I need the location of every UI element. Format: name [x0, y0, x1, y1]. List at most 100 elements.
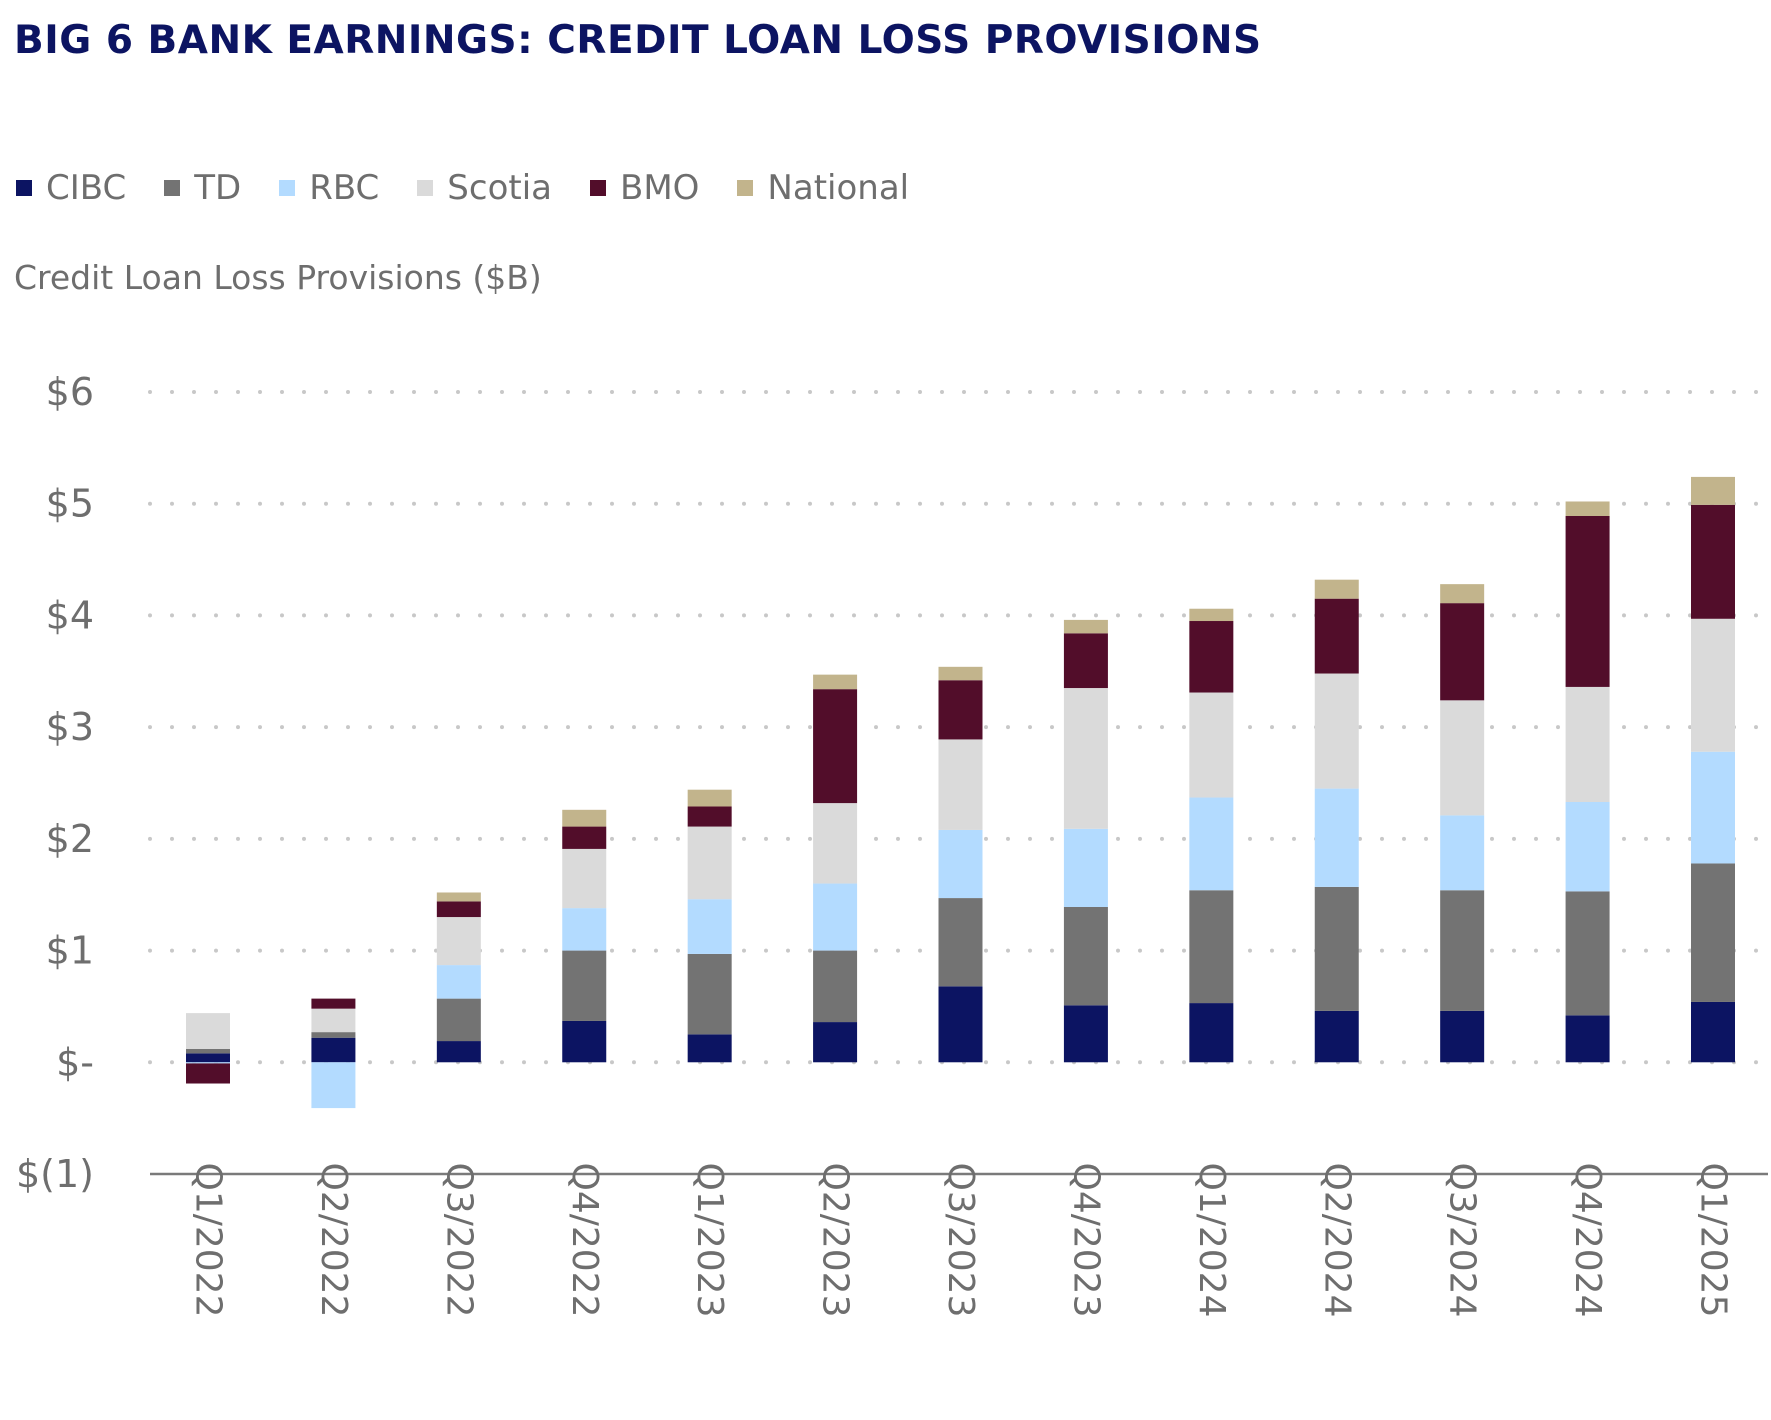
bar-rbc-q2-2023	[813, 883, 858, 951]
legend-swatch-scotia	[417, 180, 434, 196]
legend-item-td: TD	[164, 168, 241, 208]
x-tick-label-q4-2024: Q4/2024	[1567, 1163, 1608, 1318]
bar-td-q1-2025	[1691, 863, 1735, 1002]
x-tick-label-q2-2024: Q2/2024	[1316, 1163, 1357, 1318]
bar-scotia-q1-2022	[186, 1013, 230, 1049]
bar-bmo-q3-2024	[1440, 603, 1485, 701]
legend-label-cibc: CIBC	[46, 168, 127, 208]
bar-td-q4-2023	[1063, 907, 1108, 1006]
x-tick-label-q1-2025: Q1/2025	[1693, 1163, 1734, 1318]
legend-item-cibc: CIBC	[16, 168, 126, 208]
y-tick-label-6: $6	[46, 370, 94, 414]
legend-item-scotia: Scotia	[417, 168, 552, 208]
legend-swatch-national	[737, 180, 754, 196]
legend-swatch-cibc	[16, 180, 32, 196]
bar-national-q2-2024	[1314, 579, 1359, 599]
bar-bmo-q2-2022	[311, 998, 356, 1009]
bar-rbc-q3-2022	[436, 965, 481, 999]
bar-scotia-q3-2022	[436, 917, 481, 966]
bar-rbc-q3-2023	[938, 829, 983, 899]
bar-cibc-q3-2024	[1440, 1010, 1485, 1063]
bar-scotia-q4-2022	[562, 848, 607, 909]
bar-bmo-q1-2025	[1691, 504, 1735, 619]
y-tick-label-1: $(1)	[16, 1152, 94, 1196]
bar-scotia-q2-2024	[1314, 673, 1359, 789]
bar-td-q3-2022	[436, 998, 481, 1042]
legend-item-rbc: RBC	[279, 168, 379, 208]
bar-rbc-q4-2022	[562, 908, 607, 951]
bar-cibc-q4-2022	[562, 1020, 607, 1063]
legend-label-rbc: RBC	[309, 168, 380, 208]
bar-bmo-q2-2023	[813, 689, 858, 804]
chart-title: BIG 6 BANK EARNINGS: CREDIT LOAN LOSS PR…	[14, 18, 1262, 63]
legend-label-national: National	[767, 168, 910, 208]
bar-cibc-q2-2024	[1314, 1010, 1359, 1063]
legend-label-scotia: Scotia	[447, 168, 552, 208]
bar-national-q3-2022	[436, 892, 481, 902]
bar-td-q3-2023	[938, 898, 983, 987]
bar-scotia-q2-2022	[311, 1008, 356, 1033]
bar-td-q4-2024	[1565, 891, 1610, 1016]
bar-rbc-q1-2022	[186, 1062, 230, 1064]
bar-rbc-q1-2024	[1189, 797, 1234, 891]
bar-rbc-q1-2023	[687, 899, 732, 954]
bar-national-q3-2023	[938, 666, 983, 681]
bar-bmo-q4-2023	[1063, 633, 1108, 689]
legend-item-national: National	[737, 168, 909, 208]
bar-national-q1-2024	[1189, 608, 1234, 622]
bar-bmo-q1-2022	[186, 1063, 230, 1084]
legend-label-td: TD	[194, 168, 242, 208]
bar-cibc-q2-2023	[813, 1022, 858, 1063]
bar-national-q3-2024	[1440, 584, 1485, 604]
bar-bmo-q1-2024	[1189, 621, 1234, 693]
bar-scotia-q4-2024	[1565, 686, 1610, 802]
bar-scotia-q1-2023	[687, 826, 732, 900]
bar-national-q4-2022	[562, 809, 607, 827]
bar-national-q1-2025	[1691, 476, 1735, 505]
bar-td-q1-2022	[186, 1048, 230, 1054]
bar-scotia-q1-2024	[1189, 692, 1234, 798]
x-tick-label-q4-2022: Q4/2022	[564, 1163, 605, 1318]
bar-cibc-q2-2022	[311, 1037, 356, 1063]
bar-bmo-q2-2024	[1314, 598, 1359, 674]
legend-swatch-rbc	[279, 180, 296, 196]
x-tick-label-q1-2023: Q1/2023	[689, 1163, 730, 1318]
y-tick-label-: $-	[56, 1040, 94, 1084]
bar-cibc-q1-2024	[1189, 1003, 1234, 1063]
bar-bmo-q4-2024	[1565, 516, 1610, 687]
y-tick-label-2: $2	[46, 817, 94, 861]
bar-national-q4-2024	[1565, 501, 1610, 517]
bar-scotia-q2-2023	[813, 803, 858, 884]
bar-bmo-q4-2022	[562, 826, 607, 849]
bar-bmo-q1-2023	[687, 806, 732, 827]
x-tick-label-q3-2023: Q3/2023	[940, 1163, 981, 1318]
bar-rbc-q4-2024	[1565, 801, 1610, 892]
x-tick-label-q2-2023: Q2/2023	[815, 1163, 856, 1318]
bar-bmo-q3-2022	[436, 901, 481, 918]
bar-td-q4-2022	[562, 950, 607, 1021]
bar-cibc-q3-2022	[436, 1041, 481, 1063]
x-tick-label-q3-2024: Q3/2024	[1442, 1163, 1483, 1318]
bar-scotia-q4-2023	[1063, 688, 1108, 829]
bar-cibc-q3-2023	[938, 986, 983, 1063]
y-axis-title: Credit Loan Loss Provisions ($B)	[14, 258, 542, 297]
bar-rbc-q2-2022	[311, 1062, 356, 1109]
x-tick-label-q1-2024: Q1/2024	[1191, 1163, 1232, 1318]
bar-national-q4-2023	[1063, 619, 1108, 634]
bar-td-q1-2024	[1189, 890, 1234, 1004]
y-tick-label-4: $4	[46, 593, 94, 637]
bar-td-q2-2024	[1314, 886, 1359, 1011]
bar-td-q2-2023	[813, 950, 858, 1023]
bar-rbc-q2-2024	[1314, 788, 1359, 887]
legend: CIBC TD RBC Scotia BMO National	[16, 168, 947, 208]
legend-swatch-bmo	[590, 180, 606, 196]
bar-cibc-q1-2023	[687, 1034, 732, 1063]
bar-rbc-q4-2023	[1063, 828, 1108, 908]
legend-swatch-td	[164, 180, 181, 196]
bar-cibc-q4-2024	[1565, 1015, 1610, 1063]
bar-national-q2-2023	[813, 674, 858, 690]
x-tick-label-q2-2022: Q2/2022	[313, 1163, 354, 1318]
bar-td-q3-2024	[1440, 890, 1485, 1011]
y-tick-label-5: $5	[46, 482, 94, 526]
